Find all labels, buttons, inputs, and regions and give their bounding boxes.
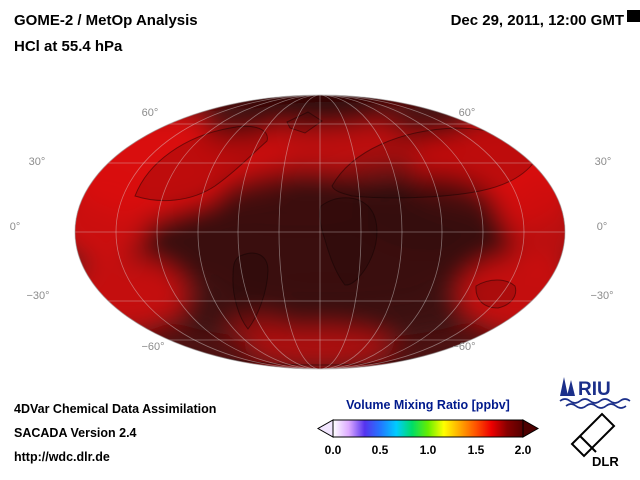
colorbar-tick-1: 0.5 bbox=[371, 443, 389, 457]
footer-line-1: 4DVar Chemical Data Assimilation bbox=[14, 402, 217, 416]
lat-label-right-30: 30° bbox=[594, 156, 612, 168]
riu-wave-icon bbox=[559, 398, 631, 409]
corner-mark bbox=[627, 10, 640, 22]
lat-label-left-30: 30° bbox=[28, 156, 46, 168]
colorbar-tick-2: 1.0 bbox=[419, 443, 437, 457]
lat-label-right-m60: −60° bbox=[452, 341, 476, 353]
map-boundary bbox=[74, 94, 566, 370]
lat-label-right-0: 0° bbox=[596, 221, 608, 233]
colorbar bbox=[316, 419, 540, 438]
timestamp: Dec 29, 2011, 12:00 GMT bbox=[450, 12, 624, 29]
colorbar-under-arrow-icon bbox=[316, 419, 334, 438]
colorbar-title: Volume Mixing Ratio [ppbv] bbox=[346, 398, 510, 412]
colorbar-tick-0: 0.0 bbox=[324, 443, 342, 457]
footer-line-2: SACADA Version 2.4 bbox=[14, 426, 137, 440]
riu-logo: RIU bbox=[559, 377, 631, 409]
colorbar-tick-3: 1.5 bbox=[467, 443, 485, 457]
cathedral-icon bbox=[560, 377, 575, 396]
dlr-logo-text: DLR bbox=[592, 454, 619, 468]
page-subtitle: HCl at 55.4 hPa bbox=[14, 38, 123, 55]
footer-line-3: http://wdc.dlr.de bbox=[14, 450, 110, 464]
page-title: GOME-2 / MetOp Analysis bbox=[14, 12, 198, 29]
riu-logo-text: RIU bbox=[578, 379, 611, 400]
lat-label-left-m30: −30° bbox=[26, 290, 50, 302]
dlr-logo: DLR bbox=[570, 412, 619, 468]
lat-label-left-0: 0° bbox=[9, 221, 21, 233]
lat-label-left-60: 60° bbox=[141, 107, 159, 119]
dlr-emblem-icon bbox=[570, 412, 616, 458]
field-blobs bbox=[75, 95, 565, 367]
colorbar-over-arrow-icon bbox=[522, 419, 540, 438]
colorbar-gradient bbox=[332, 419, 524, 438]
lat-label-right-m30: −30° bbox=[590, 290, 614, 302]
colorbar-tick-4: 2.0 bbox=[514, 443, 532, 457]
coastlines bbox=[134, 111, 536, 366]
lat-label-left-m60: −60° bbox=[141, 341, 165, 353]
lat-label-right-60: 60° bbox=[458, 107, 476, 119]
